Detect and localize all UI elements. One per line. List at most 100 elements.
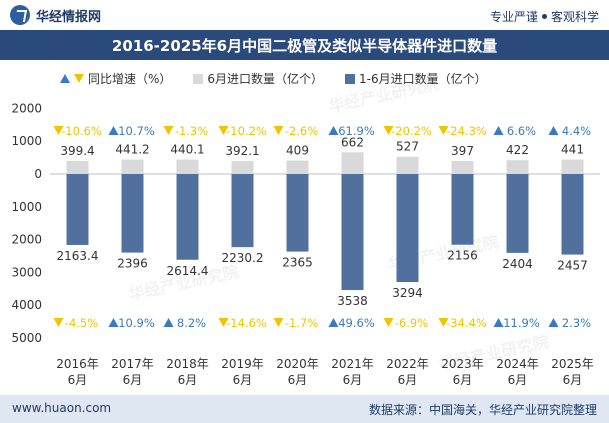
growth-cumulative-label: 11.9% [503,316,540,330]
monthly-value-label: 662 [341,135,364,149]
monthly-bar [561,159,584,174]
monthly-bar [121,159,144,174]
title-bar: 2016-2025年6月中国二极管及类似半导体器件进口数量 [0,30,609,60]
monthly-bar [286,160,309,174]
growth-monthly-label: -10.6% [61,124,102,138]
slogan-right: 客观科学 [550,10,599,24]
growth-monthly-label: -20.2% [391,124,432,138]
x-tick-label-month: 6月 [233,373,253,387]
y-tick-label: 0 [34,167,42,181]
growth-down-icon [273,318,284,327]
cumulative-bar [66,174,89,245]
legend-cumulative-swatch [345,73,356,84]
x-tick-label-month: 6月 [123,373,143,387]
growth-up-icon [548,318,559,327]
monthly-bar [396,156,419,174]
growth-cumulative-label: -6.9% [395,316,428,330]
y-tick-label: 1000 [11,200,42,214]
growth-cumulative-label: 10.9% [118,316,155,330]
x-tick-label-year: 2016年 [56,357,99,371]
watermark-0: 华经产业研究院 [327,74,441,116]
slogan-left: 专业严谨 [489,10,538,24]
bar-chart: 华经产业研究院华经产业研究院华经产业研究院华经产业研究院200010000100… [11,74,600,387]
cumulative-bar [506,174,529,253]
growth-down-icon [438,318,449,327]
monthly-bar [231,161,254,174]
growth-cumulative-label: 49.6% [338,316,375,330]
cumulative-value-label: 3294 [392,286,423,300]
cumulative-bar [231,174,254,248]
x-tick-label-month: 6月 [563,373,583,387]
growth-down-icon [273,126,284,135]
brand-name: 华经情报网 [36,9,102,25]
growth-cumulative-label: -34.4% [446,316,487,330]
y-tick-label: 5000 [11,331,42,345]
footer-source: 数据来源：中国海关，华经产业研究院整理 [368,403,597,417]
growth-down-icon [383,318,394,327]
x-tick-label-month: 6月 [178,373,198,387]
x-tick-label-month: 6月 [288,373,308,387]
monthly-bar [176,159,199,174]
cumulative-value-label: 2457 [557,259,588,273]
growth-up-icon [163,318,174,327]
growth-cumulative-label: 8.2% [177,316,206,330]
monthly-value-label: 441 [561,143,584,157]
legend-growth: 同比增速（%） [60,70,171,87]
cumulative-value-label: 2404 [502,257,533,271]
legend-cumulative: 1-6月进口数量（亿个） [345,70,487,87]
legend-monthly-swatch [193,73,204,84]
cumulative-bar [286,174,309,252]
x-tick-label-year: 2024年 [496,357,539,371]
cumulative-bar [561,174,584,255]
x-tick-label-year: 2022年 [386,357,429,371]
growth-cumulative-label: -14.6% [226,316,267,330]
growth-down-icon [163,126,174,135]
legend-growth-label: 同比增速（%） [88,72,172,86]
triangle-up-icon [60,74,70,83]
monthly-value-label: 422 [506,143,529,157]
y-tick-label: 3000 [11,265,42,279]
growth-down-icon [438,126,449,135]
cumulative-bar [451,174,474,245]
chart-title: 2016-2025年6月中国二极管及类似半导体器件进口数量 [111,36,498,55]
x-tick-label-month: 6月 [68,373,88,387]
x-tick-label-year: 2020年 [276,357,319,371]
growth-monthly-label: -2.6% [285,124,318,138]
y-tick-label: 2000 [11,233,42,247]
growth-monthly-label: -1.3% [175,124,208,138]
triangle-down-icon [74,74,84,83]
x-tick-label-month: 6月 [508,373,528,387]
top-bar: 华经情报网 专业严谨 客观科学 [0,0,609,30]
monthly-bar [451,160,474,174]
growth-monthly-label: -24.3% [446,124,487,138]
brand[interactable]: 华经情报网 [10,5,101,25]
growth-up-icon [493,318,504,327]
monthly-value-label: 440.1 [170,143,204,157]
monthly-value-label: 399.4 [60,144,94,158]
monthly-value-label: 409 [286,144,309,158]
footer-url[interactable]: www.huaon.com [12,401,112,415]
growth-monthly-label: 10.7% [118,124,155,138]
bullet-dot-icon [541,14,547,19]
y-tick-label: 4000 [11,298,42,312]
cumulative-bar [121,174,144,253]
growth-down-icon [218,318,229,327]
monthly-bar [506,160,529,174]
growth-down-icon [53,126,64,135]
cumulative-value-label: 2365 [282,256,313,270]
growth-down-icon [218,126,229,135]
growth-cumulative-label: 2.3% [562,316,591,330]
x-tick-label-year: 2017年 [111,357,154,371]
footer: www.huaon.com 数据来源：中国海关，华经产业研究院整理 [0,395,609,423]
legend-cumulative-label: 1-6月进口数量（亿个） [359,72,487,86]
cumulative-value-label: 2230.2 [222,251,264,265]
cumulative-value-label: 2396 [117,257,148,271]
chart-legend: 同比增速（%） 6月进口数量（亿个） 1-6月进口数量（亿个） [60,70,487,87]
growth-down-icon [383,126,394,135]
x-tick-label-month: 6月 [343,373,363,387]
cumulative-bar [341,174,364,291]
growth-up-icon [108,126,119,135]
cumulative-bar [396,174,419,283]
growth-monthly-label: -10.2% [226,124,267,138]
growth-up-icon [548,126,559,135]
